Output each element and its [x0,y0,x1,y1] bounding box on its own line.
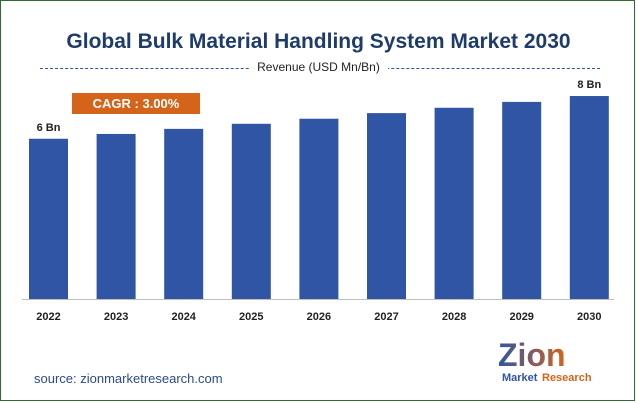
x-tick-label-2027: 2027 [374,311,398,323]
data-label-2030: 8 Bn [577,79,601,91]
cagr-badge: CAGR : 3.00% [72,93,200,114]
svg-text:Market: Market [502,372,538,384]
svg-text:Research: Research [542,372,592,384]
x-tick-label-2029: 2029 [509,311,533,323]
bar-2024 [164,128,204,299]
x-tick-label-2026: 2026 [307,311,331,323]
x-tick-label-2025: 2025 [239,311,263,323]
bar-2030 [569,96,609,300]
bar-2022 [29,138,68,299]
chart-subtitle: Revenue (USD Mn/Bn) [0,60,637,74]
subtitle-text: Revenue (USD Mn/Bn) [249,60,388,74]
source-text: source: zionmarketresearch.com [34,371,223,386]
x-tick-label-2028: 2028 [442,311,466,323]
bar-2028 [434,107,474,300]
svg-text:Zion: Zion [498,337,566,373]
bar-2023 [96,133,136,299]
x-tick-label-2030: 2030 [577,311,601,323]
bar-2025 [231,123,271,299]
bar-2027 [367,113,406,300]
zion-logo: Zion Market Research [498,337,592,384]
bar-2029 [502,101,542,300]
x-tick-label-2023: 2023 [104,311,128,323]
bar-2026 [299,118,339,299]
chart-title: Global Bulk Material Handling System Mar… [66,30,571,53]
x-tick-label-2024: 2024 [171,311,196,323]
data-label-2022: 6 Bn [37,122,61,134]
x-tick-label-2022: 2022 [36,311,60,323]
